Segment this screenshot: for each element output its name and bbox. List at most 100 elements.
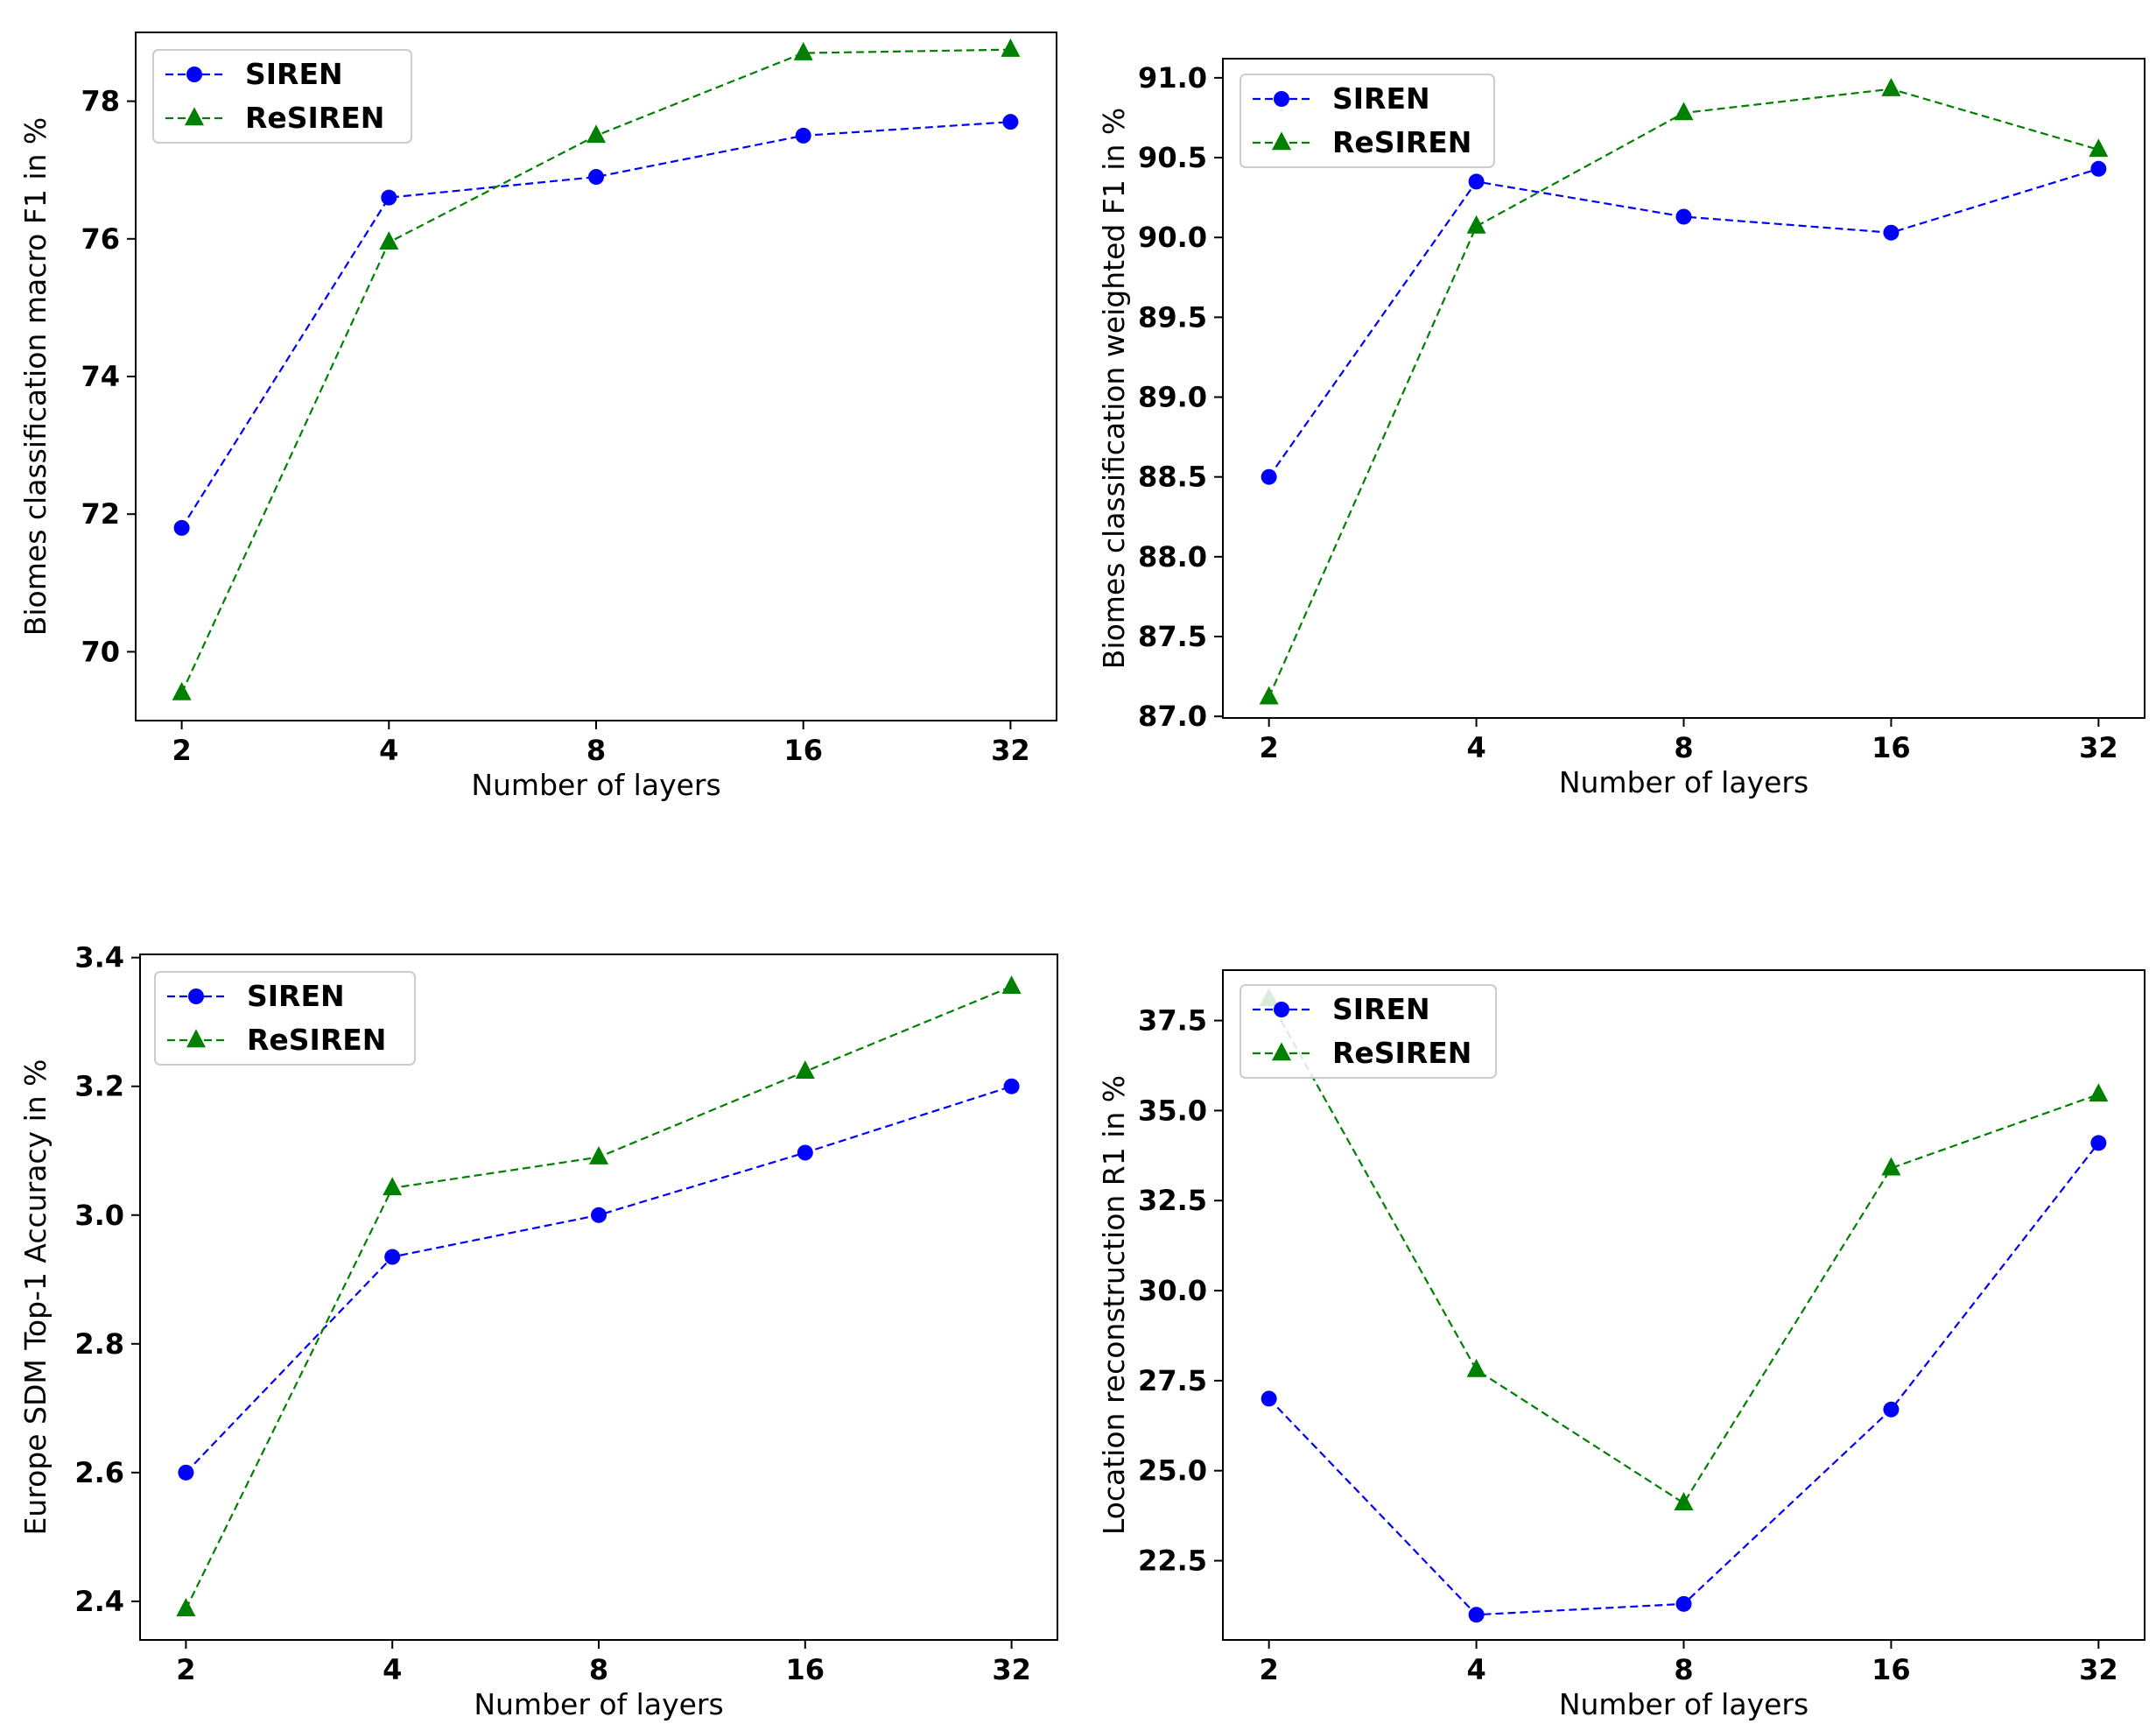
data-point-resiren	[172, 681, 192, 700]
legend-box	[154, 971, 416, 1066]
data-point-siren	[591, 1207, 607, 1223]
y-tick-label: 91.0	[1138, 61, 1207, 95]
data-point-resiren	[1881, 1157, 1901, 1176]
data-point-siren	[1468, 173, 1485, 190]
y-tick-label: 74	[81, 360, 120, 393]
data-point-siren	[178, 1464, 194, 1481]
series-resiren	[1259, 988, 2109, 1510]
x-tick-label: 8	[1674, 1653, 1693, 1686]
data-point-resiren	[1466, 1358, 1486, 1377]
x-tick-label: 4	[1466, 1653, 1485, 1686]
x-tick-label: 16	[783, 734, 823, 767]
x-tick-label: 8	[1674, 731, 1693, 764]
data-point-resiren	[383, 1177, 403, 1196]
legend: SIREN ReSIREN	[1240, 984, 1497, 1079]
data-point-resiren	[176, 1598, 196, 1616]
y-tick-label: 37.5	[1138, 1004, 1207, 1038]
y-tick-label: 22.5	[1138, 1545, 1207, 1578]
y-tick-label: 35.0	[1138, 1094, 1207, 1127]
data-point-siren	[1468, 1607, 1485, 1623]
legend-marker-resiren	[186, 1029, 206, 1048]
x-tick-label: 8	[586, 734, 606, 767]
y-tick-label: 2.8	[74, 1327, 124, 1361]
chart-weighted-f1: 2 4 8 16 32 87.0 87.5 88.0 88.5 89.0 89.5 90.0 90.5 9…	[1097, 58, 2145, 799]
series-siren	[173, 114, 1019, 536]
legend-marker-resiren	[1272, 1042, 1291, 1061]
x-tick-label: 2	[176, 1653, 195, 1686]
legend-marker-siren	[188, 989, 204, 1004]
x-tick-label: 4	[1466, 731, 1485, 764]
y-tick-label: 89.0	[1138, 381, 1207, 414]
data-point-siren	[795, 127, 811, 144]
y-tick-label: 70	[81, 635, 120, 668]
y-tick-label: 90.5	[1138, 141, 1207, 174]
y-axis-label: Location reconstruction R1 in %	[1097, 1075, 1131, 1535]
y-tick-label: 87.5	[1138, 620, 1207, 653]
x-tick-label: 32	[991, 734, 1030, 767]
series-line-resiren	[185, 985, 1013, 1610]
data-point-resiren	[2089, 1083, 2109, 1102]
series-line-siren	[180, 121, 1011, 529]
series-line-siren	[185, 1085, 1012, 1474]
legend-box	[152, 49, 412, 144]
y-tick-label: 3.0	[74, 1199, 124, 1232]
x-tick-label: 8	[589, 1653, 608, 1686]
data-point-resiren	[379, 231, 399, 250]
data-point-resiren	[793, 41, 813, 60]
data-point-siren	[797, 1144, 813, 1161]
data-point-resiren	[1001, 39, 1021, 57]
x-axis-label: Number of layers	[1559, 765, 1808, 799]
y-tick-label: 27.5	[1138, 1364, 1207, 1397]
legend-label-resiren: ReSIREN	[247, 1023, 386, 1057]
y-tick-label: 30.0	[1138, 1274, 1207, 1307]
legend-label-siren: SIREN	[1332, 81, 1430, 116]
x-tick-label: 32	[992, 1653, 1031, 1686]
series-line-resiren	[1268, 88, 2099, 698]
x-tick-label: 32	[2079, 731, 2118, 764]
y-tick-label: 76	[81, 222, 120, 256]
legend-marker-siren	[186, 67, 202, 82]
series-line-resiren	[180, 48, 1011, 694]
legend: SIREN ReSIREN	[1240, 74, 1495, 168]
data-point-resiren	[589, 1145, 608, 1165]
legend-box	[1240, 984, 1497, 1079]
data-point-siren	[1883, 224, 1900, 241]
chart-sdm-accuracy: 2 4 8 16 32 2.4 2.6 2.8 3.0 3.2 3.4 Number of layer…	[18, 941, 1058, 1721]
legend: SIREN ReSIREN	[154, 971, 416, 1066]
data-point-resiren	[1674, 1492, 1694, 1510]
data-point-siren	[588, 169, 604, 186]
data-point-siren	[2090, 1135, 2107, 1151]
y-tick-label: 25.0	[1138, 1454, 1207, 1488]
series-siren	[1261, 160, 2107, 485]
data-point-resiren	[1001, 975, 1022, 995]
data-point-siren	[1261, 468, 1277, 485]
series-resiren	[176, 975, 1022, 1616]
x-tick-label: 4	[383, 1653, 402, 1686]
data-point-siren	[381, 189, 397, 206]
legend-marker-resiren	[1272, 131, 1291, 151]
series-resiren	[172, 39, 1021, 700]
legend-label-siren: SIREN	[1332, 992, 1430, 1026]
y-axis-label: Biomes classification weighted F1 in %	[1097, 108, 1131, 669]
y-tick-label: 32.5	[1138, 1184, 1207, 1217]
series-line-resiren	[1268, 998, 2099, 1505]
legend-marker-siren	[1274, 1002, 1289, 1017]
y-tick-label: 3.2	[74, 1070, 124, 1103]
legend-label-siren: SIREN	[245, 57, 343, 91]
series-siren	[178, 1078, 1020, 1481]
x-tick-label: 2	[172, 734, 191, 767]
data-point-resiren	[1466, 215, 1486, 234]
data-point-resiren	[1259, 686, 1279, 705]
chart-macro-f1: 2 4 8 16 32 70 72 74 76 78 Number of layers Biomes …	[18, 32, 1057, 802]
legend-label-siren: SIREN	[247, 979, 345, 1013]
series-line-siren	[1268, 1142, 2100, 1616]
x-tick-label: 32	[2079, 1653, 2118, 1686]
x-axis-label: Number of layers	[474, 1687, 723, 1721]
legend-marker-siren	[1274, 91, 1289, 107]
y-tick-label: 78	[81, 85, 120, 118]
x-tick-label: 2	[1260, 731, 1279, 764]
y-axis-label: Europe SDM Top-1 Accuracy in %	[18, 1059, 53, 1535]
y-tick-label: 2.4	[74, 1585, 124, 1618]
data-point-siren	[1261, 1390, 1277, 1407]
